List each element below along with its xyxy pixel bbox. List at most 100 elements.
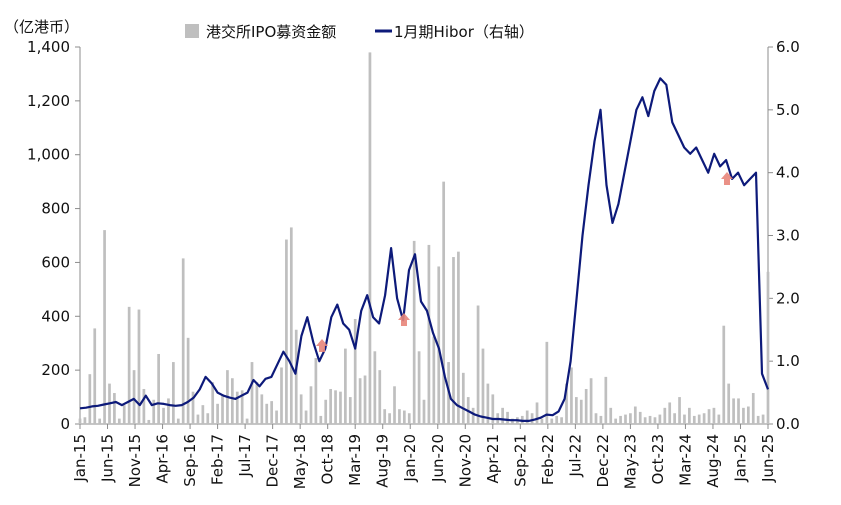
hibor-line-layer — [79, 77, 770, 422]
ipo-bar — [132, 370, 136, 424]
ipo-bar — [481, 348, 485, 424]
highlight-markers — [316, 172, 733, 352]
ipo-bar — [629, 413, 632, 424]
ipo-bar — [186, 337, 190, 424]
ipo-bar — [427, 244, 431, 424]
left-tick-label: 1,400 — [27, 38, 70, 56]
ipo-bar — [432, 336, 436, 424]
ipo-bar — [157, 353, 160, 424]
ipo-bar — [230, 378, 234, 424]
x-tick-label: Aug-19 — [374, 434, 392, 488]
ipo-bar — [545, 341, 549, 424]
ipo-bar — [722, 325, 726, 424]
ipo-bar — [702, 413, 706, 424]
ipo-bar — [663, 407, 667, 424]
ipo-bar — [363, 375, 367, 424]
ipo-bar — [368, 52, 372, 425]
x-tick-label: Feb-17 — [209, 434, 227, 485]
x-tick-label: Nov-20 — [456, 434, 474, 487]
ipo-bar — [638, 411, 642, 424]
right-tick-label: 3.0 — [776, 227, 800, 245]
ipo-bar — [309, 386, 313, 424]
x-tick-label: Oct-18 — [319, 434, 337, 484]
ipo-bar — [673, 413, 676, 424]
x-axis-ticks: Jan-15 Jun-15 Nov-15 Apr-16 Sep-16 Feb-17 Jul-… — [71, 424, 777, 489]
ipo-bar — [353, 318, 357, 424]
ipo-bar — [206, 413, 210, 424]
ipo-bar — [117, 418, 121, 424]
ipo-bar — [751, 393, 755, 424]
ipo-bar — [348, 397, 352, 424]
ipo-bar — [574, 397, 578, 424]
ipo-bar — [122, 405, 126, 424]
ipo-bar — [633, 406, 637, 424]
ipo-bar — [240, 390, 244, 424]
x-tick-label: Feb-22 — [539, 434, 557, 485]
ipo-bar — [707, 409, 711, 424]
ipo-bar — [289, 227, 293, 424]
ipo-bar — [221, 394, 224, 424]
left-tick-label: 400 — [41, 307, 70, 325]
x-tick-label: Jul-17 — [236, 434, 254, 478]
x-tick-label: Jun-20 — [429, 434, 447, 483]
ipo-bar — [329, 388, 332, 424]
ipo-bar — [535, 402, 539, 424]
ipo-bar — [614, 418, 618, 424]
hibor-line — [79, 77, 770, 422]
ipo-bar — [491, 394, 495, 424]
ipo-bar — [457, 251, 460, 424]
ipo-bar — [746, 406, 750, 424]
ipo-bar — [250, 362, 254, 424]
ipo-bar — [422, 399, 426, 424]
ipo-bar — [98, 418, 102, 424]
ipo-bar — [653, 417, 657, 424]
x-tick-label: Jul-22 — [566, 434, 584, 478]
ipo-bar — [501, 407, 504, 424]
ipo-bar — [727, 383, 731, 424]
ipo-bar — [599, 415, 603, 424]
x-tick-label: Dec-17 — [264, 434, 282, 488]
up-arrow-icon — [398, 313, 410, 326]
ipo-bar — [476, 305, 480, 424]
ipo-bar — [299, 394, 303, 424]
ipo-bar — [530, 413, 534, 424]
ipo-bar — [211, 382, 215, 424]
ipo-bar — [142, 388, 146, 424]
ipo-bar — [93, 328, 97, 424]
ipo-bar — [167, 398, 170, 424]
ipo-bar — [402, 410, 406, 424]
legend-bar-swatch — [185, 24, 199, 38]
left-tick-label: 1,200 — [27, 92, 70, 110]
ipo-bar — [697, 414, 701, 424]
ipo-bar — [334, 390, 337, 424]
ipo-bar — [550, 418, 554, 424]
right-tick-label: 6.0 — [776, 38, 800, 56]
ipo-bar — [643, 417, 647, 424]
ipo-bar — [683, 414, 686, 424]
x-tick-label: Mar-19 — [346, 434, 364, 486]
ipo-bar — [712, 407, 716, 424]
ipo-bar — [648, 415, 652, 424]
ipo-bar — [137, 309, 141, 424]
ipo-bar — [280, 367, 283, 424]
x-tick-label: Jun-25 — [759, 434, 777, 483]
left-tick-label: 200 — [41, 361, 70, 379]
x-tick-label: Mar-24 — [676, 434, 694, 486]
ipo-bar — [717, 414, 721, 424]
ipo-bars — [78, 52, 770, 425]
ipo-bar — [324, 399, 328, 424]
ipo-bar — [742, 407, 745, 424]
right-tick-label: 0.0 — [776, 415, 800, 433]
ipo-bar — [255, 382, 259, 424]
right-tick-label: 2.0 — [776, 289, 800, 307]
ipo-bar — [761, 414, 765, 424]
x-tick-label: Sep-16 — [181, 434, 199, 487]
ipo-bar — [692, 415, 696, 424]
left-axis-unit: （亿港币） — [4, 18, 79, 36]
ipo-bar — [540, 418, 544, 424]
right-tick-label: 5.0 — [776, 101, 800, 119]
ipo-bar — [294, 329, 298, 424]
legend-line-label: 1月期Hibor（右轴） — [394, 23, 534, 41]
ipo-bar — [265, 403, 269, 424]
right-tick-label: 4.0 — [776, 164, 800, 182]
